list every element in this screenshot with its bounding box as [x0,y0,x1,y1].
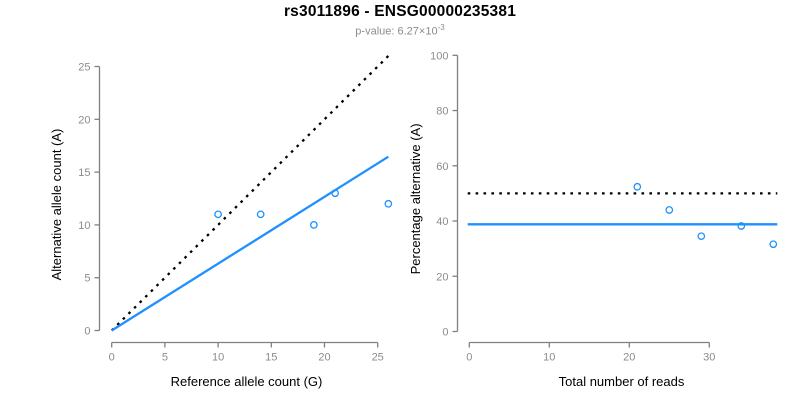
figure-subtitle: p-value: 6.27×10-3 [0,23,800,38]
x-tick-label: 20 [623,352,635,364]
x-tick-label: 20 [318,352,330,364]
y-tick-label: 10 [78,220,90,232]
y-tick-label: 0 [442,327,448,339]
data-point [256,210,265,219]
x-tick-label: 0 [109,352,115,364]
identity-line [110,55,390,332]
data-point [214,210,222,219]
x-tick-label: 0 [466,352,472,364]
y-tick-label: 60 [436,161,448,173]
x-tick-label: 30 [703,352,715,364]
x-tick-label: 15 [265,352,277,364]
data-point [384,199,393,208]
y-tick-label: 80 [436,106,448,118]
data-point [310,221,318,229]
y-tick-label: 40 [436,216,448,228]
data-point [633,182,642,191]
left-x-axis-title: Reference allele count (G) [171,374,323,389]
data-point [737,222,746,230]
y-tick-label: 20 [436,271,448,283]
pvalue-exponent: -3 [437,23,445,32]
x-tick-label: 10 [543,352,555,364]
y-tick-label: 0 [84,326,90,338]
x-tick-label: 10 [212,352,224,364]
y-tick-label: 20 [78,114,90,126]
x-tick-label: 5 [162,352,168,364]
figure-title: rs3011896 - ENSG00000235381 [283,3,517,20]
y-tick-label: 5 [84,273,90,285]
data-point [331,189,339,198]
right-x-axis-title: Total number of reads [559,374,685,389]
y-tick-label: 25 [78,62,90,74]
x-tick-label: 25 [372,352,384,364]
right-y-axis-title: Percentage alternative (A) [408,123,423,274]
data-point [769,240,778,249]
left-y-axis-title: Alternative allele count (A) [49,129,64,281]
data-point [697,232,706,241]
data-point [665,206,674,214]
fit-line [111,155,389,332]
y-tick-label: 100 [430,50,448,62]
pvalue-text: p-value: 6.27×10 [355,25,438,38]
y-tick-label: 15 [78,167,90,179]
